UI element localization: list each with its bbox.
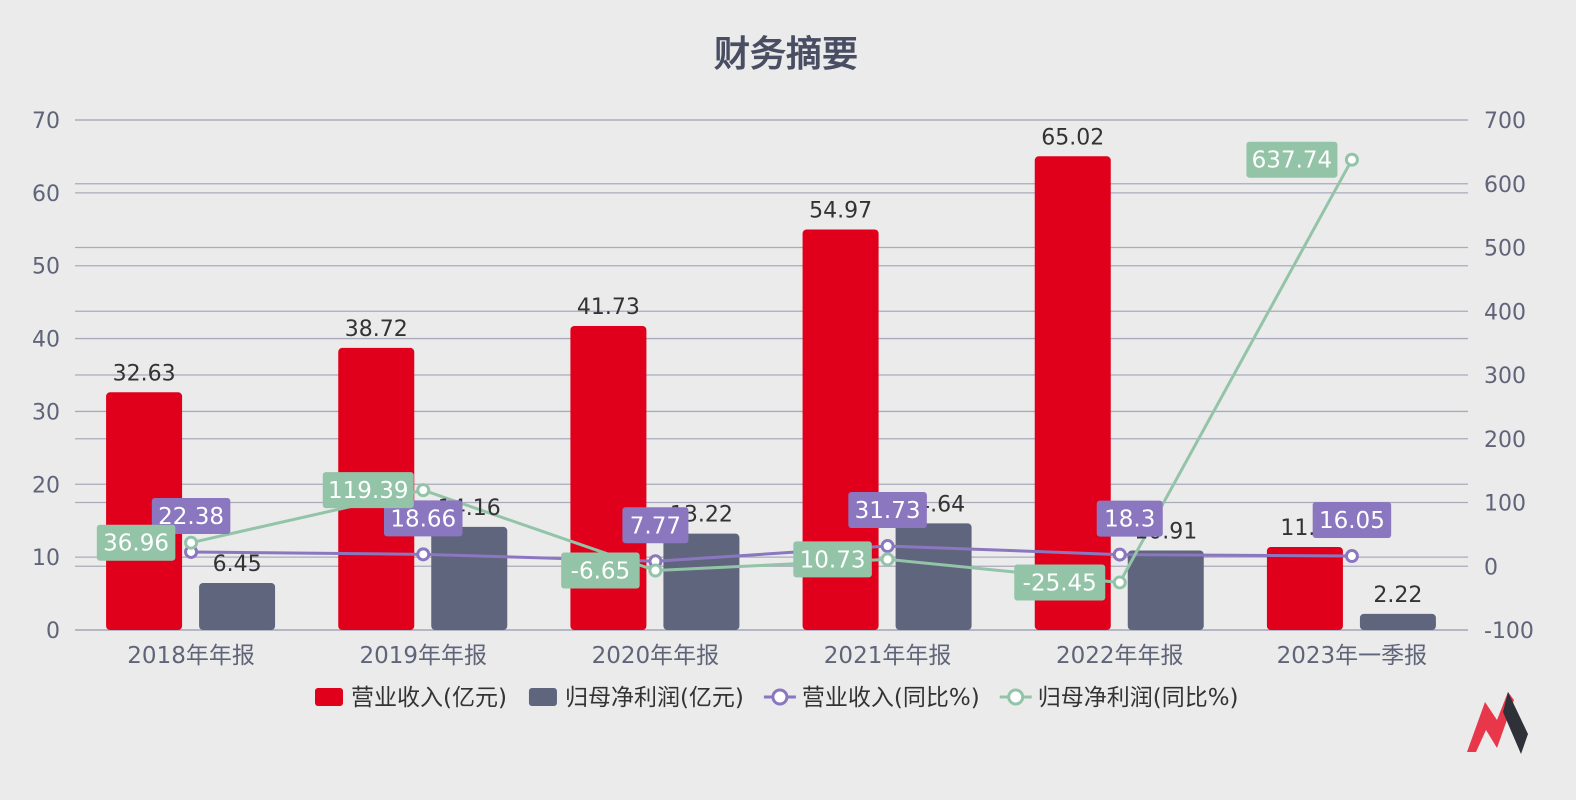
line-point xyxy=(416,547,431,562)
line-point xyxy=(1112,575,1127,590)
grid-lines xyxy=(75,119,1468,631)
bar xyxy=(1034,156,1111,631)
line-value-pill xyxy=(1014,564,1106,601)
bar xyxy=(106,392,183,630)
line-value-pill xyxy=(384,500,463,537)
right-tick-label: 200 xyxy=(1484,428,1526,453)
category-labels: 2018年年报 2019年年报 2020年年报 2021年年报 2022年年报 2023年… xyxy=(127,643,1427,669)
bar-value-label: 65.02 xyxy=(1041,125,1104,150)
left-tick-label: 0 xyxy=(46,619,60,644)
bar-value-label: 6.45 xyxy=(213,552,262,577)
category-label: 2019年年报 xyxy=(359,643,487,669)
chart-title: 财务摘要 xyxy=(714,33,858,75)
category-label: 2022年年报 xyxy=(1056,643,1184,669)
brand-logo-icon xyxy=(1467,692,1528,754)
bar xyxy=(1266,546,1343,630)
line-value-label: -6.65 xyxy=(571,558,631,584)
category-label: 2018年年报 xyxy=(127,643,255,669)
left-tick-label: 30 xyxy=(32,400,60,425)
line-value-label: 31.73 xyxy=(855,498,921,524)
bar-value-label: 54.97 xyxy=(809,199,872,224)
line-value-label: 16.05 xyxy=(1319,508,1385,534)
right-tick-label: -100 xyxy=(1484,619,1534,644)
category-label: 2020年年报 xyxy=(592,643,720,669)
line-point xyxy=(1112,547,1127,562)
line-value-pill xyxy=(1246,141,1338,178)
legend-swatch xyxy=(315,688,343,706)
bar-value-label: 41.73 xyxy=(577,295,640,320)
legend-label: 归母净利润(同比%) xyxy=(1038,685,1239,711)
legend-label: 归母净利润(亿元) xyxy=(565,685,744,711)
line-point xyxy=(880,552,895,567)
legend-label: 营业收入(同比%) xyxy=(802,685,980,711)
line-value-pill xyxy=(1312,502,1392,539)
right-tick-label: 700 xyxy=(1484,109,1526,134)
right-tick-label: 600 xyxy=(1484,173,1526,198)
bar-value-label: 32.63 xyxy=(113,361,176,386)
bar xyxy=(663,533,740,630)
line-point xyxy=(184,535,199,550)
right-tick-label: 0 xyxy=(1484,555,1498,580)
right-axis-ticks: -100 0 100 200 300 400 500 600 700 xyxy=(1484,109,1534,644)
right-tick-label: 400 xyxy=(1484,300,1526,325)
line-value-pill xyxy=(848,492,927,529)
line-value-pill xyxy=(96,524,176,561)
series-line xyxy=(191,544,1352,563)
line-point xyxy=(880,539,895,554)
line-value-pill xyxy=(561,552,640,589)
line-value-label: 18.3 xyxy=(1104,507,1155,533)
line-value-pill xyxy=(1096,500,1163,537)
left-tick-label: 40 xyxy=(32,328,60,353)
line-value-pill xyxy=(322,472,414,509)
line-point xyxy=(1344,152,1359,167)
legend-swatch xyxy=(528,688,557,706)
right-tick-label: 100 xyxy=(1484,492,1526,517)
line-value-label: 10.73 xyxy=(800,547,866,573)
legend-swatch-marker xyxy=(1007,688,1025,706)
legend: 营业收入(亿元) 归母净利润(亿元) 营业收入(同比%) 归母净利润(同比%) xyxy=(315,685,1239,711)
right-tick-label: 500 xyxy=(1484,237,1526,262)
line-point xyxy=(416,483,431,498)
line-value-pill xyxy=(793,541,872,578)
category-label: 2023年一季报 xyxy=(1277,643,1428,669)
left-tick-label: 20 xyxy=(32,473,60,498)
bar xyxy=(1127,550,1204,630)
bar-value-label: 2.22 xyxy=(1373,583,1422,608)
bar xyxy=(895,523,972,630)
right-tick-label: 300 xyxy=(1484,364,1526,389)
bar xyxy=(199,583,276,630)
line-value-label: 637.74 xyxy=(1252,148,1332,174)
left-tick-label: 60 xyxy=(32,182,60,207)
bars-layer xyxy=(106,156,1436,631)
bar xyxy=(802,229,879,631)
bar xyxy=(431,526,508,630)
line-value-label: -25.45 xyxy=(1023,570,1097,596)
line-point xyxy=(648,563,663,578)
category-label: 2021年年报 xyxy=(824,643,952,669)
line-value-label: 36.96 xyxy=(103,531,169,557)
bar xyxy=(1359,613,1436,630)
line-value-label: 7.77 xyxy=(630,513,681,539)
legend-swatch-marker xyxy=(771,688,789,706)
left-tick-label: 70 xyxy=(32,109,60,134)
left-tick-label: 10 xyxy=(32,546,60,571)
line-value-pill xyxy=(622,507,689,544)
line-point xyxy=(1344,549,1359,564)
line-value-label: 18.66 xyxy=(390,506,456,532)
bar-value-label: 38.72 xyxy=(345,317,408,342)
legend-label: 营业收入(亿元) xyxy=(351,685,507,711)
line-value-label: 119.39 xyxy=(328,478,408,504)
left-tick-label: 50 xyxy=(32,255,60,280)
left-axis-ticks: 0 10 20 30 40 50 60 70 xyxy=(32,109,60,644)
